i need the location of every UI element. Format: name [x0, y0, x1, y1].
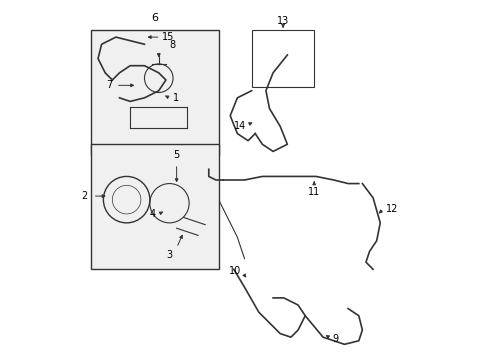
Text: 4: 4	[149, 209, 155, 219]
Text: 12: 12	[385, 203, 397, 213]
Text: 1: 1	[173, 93, 179, 103]
Text: 15: 15	[162, 32, 174, 42]
Text: 6: 6	[151, 13, 159, 23]
Text: 3: 3	[166, 249, 172, 260]
Text: 14: 14	[234, 121, 246, 131]
Bar	[91, 144, 219, 269]
Bar	[251, 30, 313, 87]
Text: 2: 2	[81, 191, 87, 201]
Text: 7: 7	[106, 80, 112, 90]
Text: 8: 8	[169, 40, 175, 50]
Text: 10: 10	[228, 266, 241, 276]
Text: 11: 11	[307, 187, 320, 197]
Text: 9: 9	[331, 334, 338, 344]
Text: 13: 13	[276, 17, 288, 26]
Bar	[91, 30, 219, 155]
Text: 5: 5	[173, 150, 180, 160]
